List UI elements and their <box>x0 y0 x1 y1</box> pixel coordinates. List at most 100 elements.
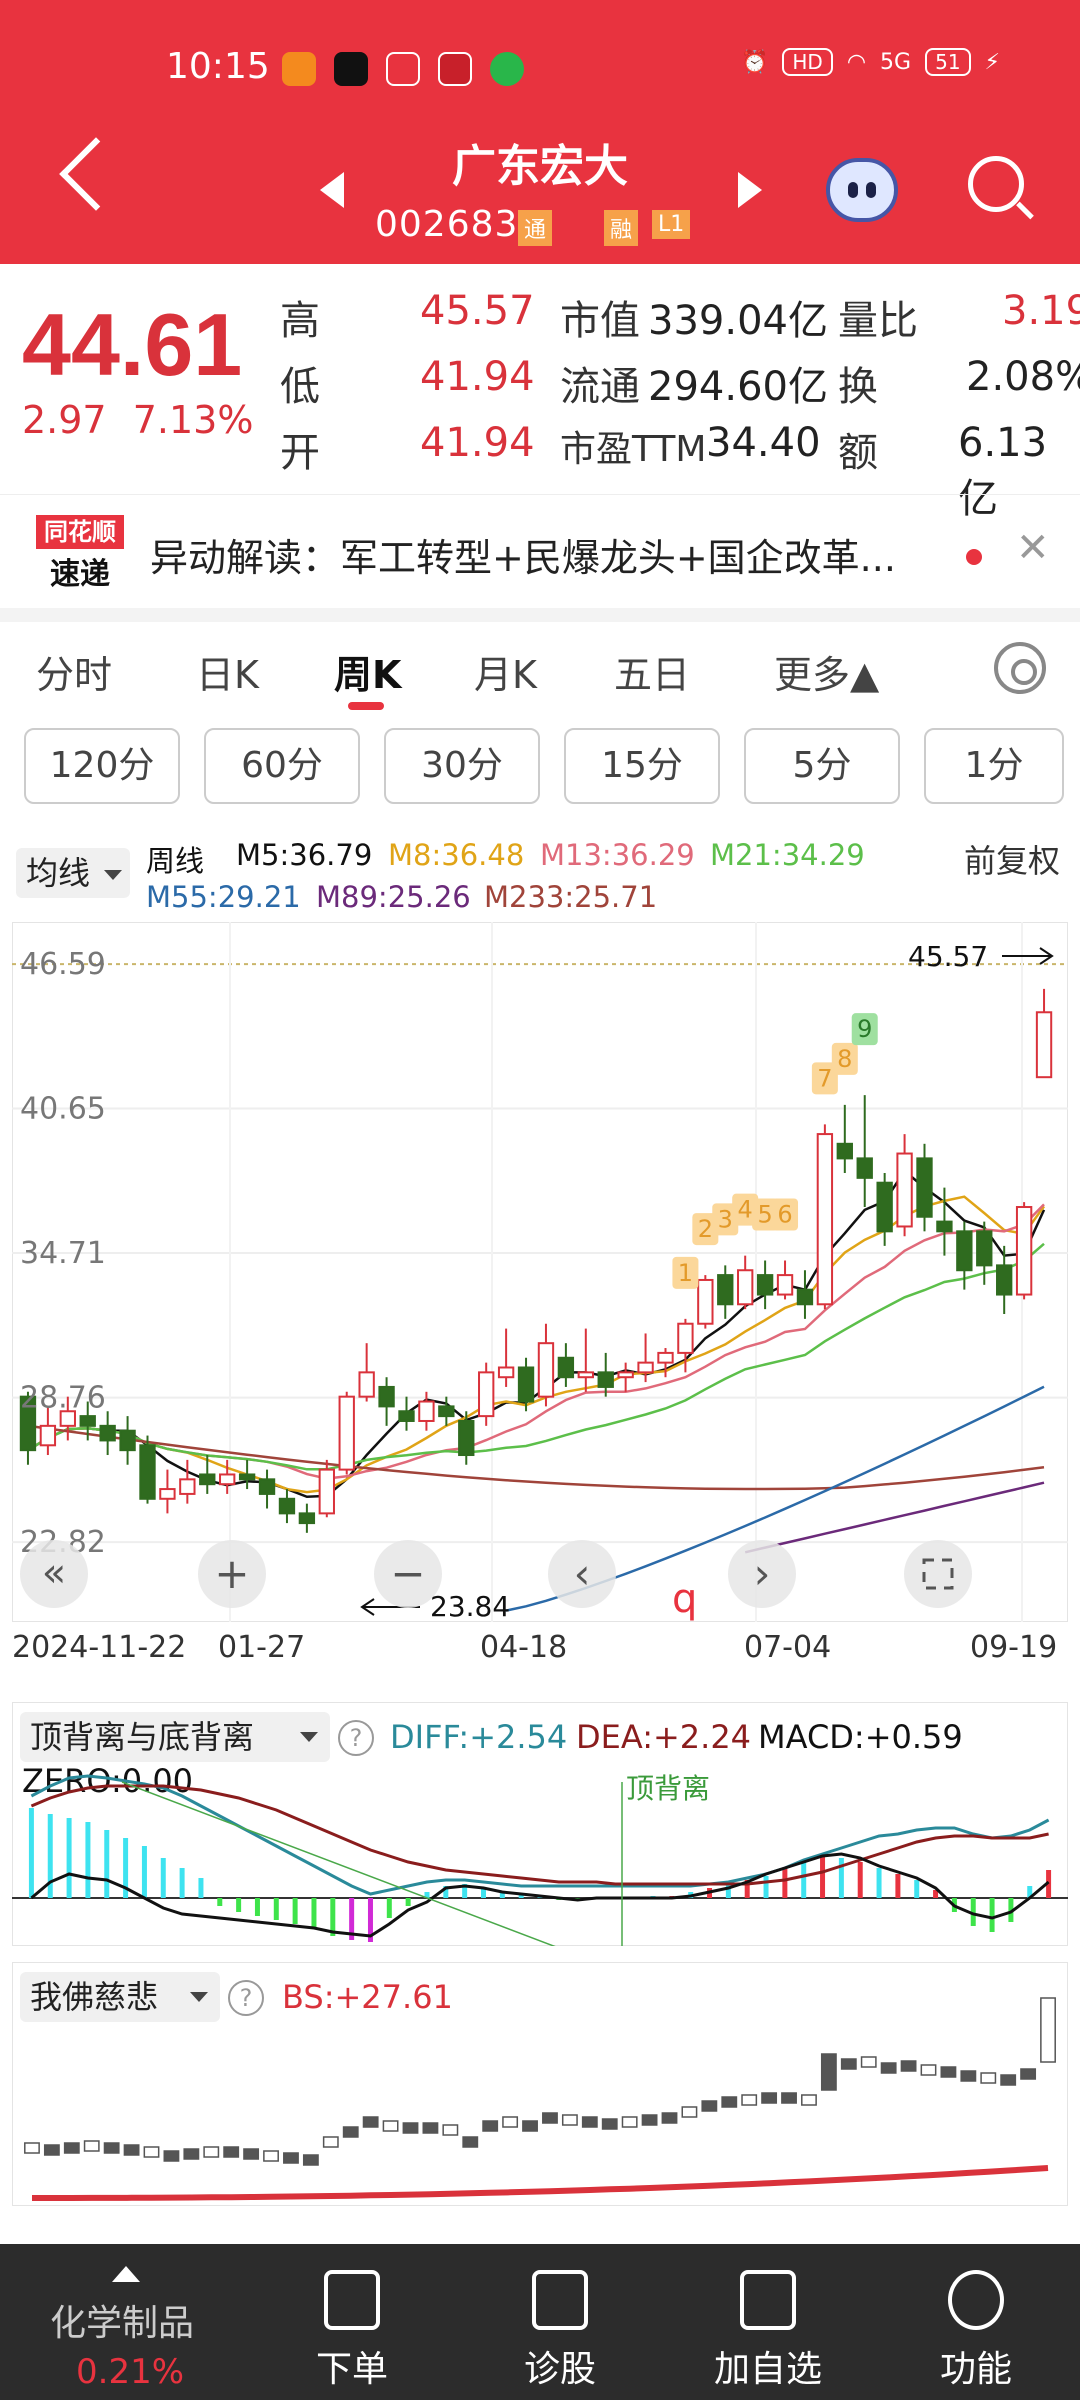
minute-tabs: 120分 60分 30分 15分 5分 1分 <box>0 728 1080 808</box>
add-watchlist-button[interactable]: 加自选 <box>698 2270 838 2392</box>
ma-selector[interactable]: 均线 <box>16 848 130 898</box>
zoom-out-button[interactable] <box>374 1540 442 1608</box>
prev-stock-icon[interactable] <box>320 172 344 208</box>
bs-bar <box>601 2118 618 2130</box>
ma-legend: 均线 周线 M5:36.79 M8:36.48 M13:36.29 M21:34… <box>0 828 1080 918</box>
candle-body <box>99 1424 116 1442</box>
tab-five-day[interactable]: 五日 <box>614 653 691 697</box>
tab-5min[interactable]: 5分 <box>744 728 900 804</box>
bs-bar <box>641 2114 658 2126</box>
tab-30min[interactable]: 30分 <box>384 728 540 804</box>
help-icon[interactable]: ? <box>338 1720 374 1756</box>
functions-button[interactable]: 功能 <box>906 2270 1046 2392</box>
robot-assistant-icon[interactable] <box>826 158 898 222</box>
zoom-out-icon: − <box>390 1549 425 1598</box>
stock-code: 002683 <box>375 204 519 245</box>
candle-body <box>816 1133 834 1306</box>
chevron-down-icon <box>190 1992 208 2002</box>
status-icons: ⏰ HD ◠ 5G 51 ⚡ <box>741 48 1000 76</box>
candle-body <box>876 1181 893 1233</box>
event-marker[interactable]: q <box>672 1576 697 1622</box>
td-marker-label: 6 <box>777 1201 792 1229</box>
ma-m89: M89:25.26 <box>316 880 471 914</box>
help-icon[interactable]: ? <box>228 1980 264 2016</box>
tab-1min[interactable]: 1分 <box>924 728 1064 804</box>
low-arrow-head <box>360 1598 375 1616</box>
fullscreen-button[interactable] <box>904 1540 972 1608</box>
tab-weekly-k[interactable]: 周K <box>334 653 402 697</box>
bs-bar <box>621 2116 638 2128</box>
macd-chart[interactable]: 顶背离 <box>12 1702 1068 1946</box>
y-tick-label: 40.65 <box>20 1092 106 1127</box>
ma-m233: M233:25.71 <box>484 880 658 914</box>
adjust-mode[interactable]: 前复权 <box>964 842 1061 880</box>
next-stock-icon[interactable] <box>738 172 762 208</box>
candle-body <box>557 1356 575 1379</box>
date-tick: 09-19 <box>970 1630 1058 1665</box>
bs-bar <box>542 2112 558 2124</box>
wifi-icon: ◠ <box>846 49 867 75</box>
date-axis: 2024-11-22 01-27 04-18 07-04 09-19 <box>0 1628 1080 1678</box>
ma-m8: M8:36.48 <box>388 838 525 872</box>
td-marker-bg <box>732 1193 759 1226</box>
order-button[interactable]: 下单 <box>282 2270 422 2392</box>
candle-body <box>717 1274 734 1306</box>
td-marker-bg <box>752 1198 779 1231</box>
tab-15min[interactable]: 15分 <box>564 728 720 804</box>
bs-bar <box>302 2154 319 2166</box>
bs-bar <box>342 2126 359 2138</box>
candle-body <box>677 1322 694 1354</box>
search-icon[interactable] <box>968 156 1024 212</box>
high-value: 45.57 <box>420 288 535 334</box>
tab-60min[interactable]: 60分 <box>204 728 360 804</box>
candle-body <box>1035 1011 1053 1079</box>
alert-banner[interactable]: 同花顺 速递 异动解读：军工转型+民爆龙头+国企改革... ✕ <box>0 494 1080 608</box>
candle-body <box>856 1157 873 1179</box>
bs-bar <box>701 2100 718 2112</box>
macd-selector[interactable]: 顶背离与底背离 <box>20 1712 330 1762</box>
macd-value: MACD:+0.59 <box>758 1718 963 1756</box>
y-tick-label: 46.59 <box>20 947 106 982</box>
candles <box>19 988 1053 1533</box>
bs-selector[interactable]: 我佛慈悲 <box>20 1972 220 2022</box>
gear-icon[interactable] <box>994 642 1046 694</box>
close-icon[interactable]: ✕ <box>1016 525 1050 571</box>
prev-button[interactable] <box>548 1540 616 1608</box>
bs-bar <box>761 2092 778 2104</box>
scroll-left-button[interactable] <box>20 1540 88 1608</box>
bs-bar <box>880 2062 897 2074</box>
diagnose-button[interactable]: 诊股 <box>490 2270 630 2392</box>
bs-bar <box>561 2114 578 2126</box>
td-marker-bg <box>811 1062 838 1095</box>
bs-bar <box>482 2120 499 2132</box>
tab-intraday[interactable]: 分时 <box>36 653 113 697</box>
period-tabs: 分时 日K 周K 月K 五日 更多▲ <box>0 624 1080 714</box>
bs-bar <box>1020 2068 1037 2080</box>
stock-app-icon <box>438 52 472 86</box>
candle-body <box>916 1157 933 1218</box>
alert-text[interactable]: 异动解读：军工转型+民爆龙头+国企改革... <box>150 536 896 580</box>
td-marker-bg <box>831 1042 858 1075</box>
dea-value: DEA:+2.24 <box>576 1718 752 1756</box>
candle-body <box>996 1264 1013 1296</box>
quote-panel: 44.61 2.97 7.13% 高 45.57 市值 339.04亿 量比 3… <box>0 264 1080 522</box>
td-count-markers: 12 3 4 5 6 789 <box>672 1013 878 1289</box>
zoom-in-button[interactable] <box>198 1540 266 1608</box>
tab-monthly-k[interactable]: 月K <box>474 653 537 697</box>
bs-bar <box>123 2144 140 2156</box>
date-tick: 04-18 <box>480 1630 568 1665</box>
bs-bar <box>243 2148 260 2160</box>
bs-chart[interactable] <box>12 1962 1068 2206</box>
tab-120min[interactable]: 120分 <box>24 728 180 804</box>
bs-bar <box>840 2058 857 2070</box>
tab-daily-k[interactable]: 日K <box>196 653 259 697</box>
next-button[interactable] <box>728 1540 796 1608</box>
candle-body <box>298 1512 316 1525</box>
td-marker-label: 2 <box>698 1215 713 1243</box>
bs-bar <box>801 2094 817 2106</box>
tab-more[interactable]: 更多▲ <box>774 653 880 697</box>
chevron-up-icon[interactable] <box>112 2266 140 2282</box>
market-cap-value: 339.04亿 <box>648 298 828 344</box>
sector-name[interactable]: 化学制品 <box>50 2303 195 2344</box>
